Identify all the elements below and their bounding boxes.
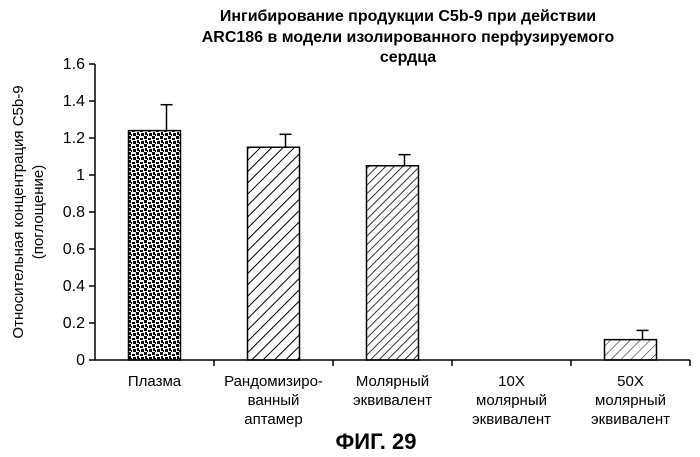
y-tick-label: 0.2: [63, 315, 85, 332]
bar: [129, 131, 181, 360]
x-category-label: 50X молярный эквивалент: [591, 373, 670, 428]
y-tick-label: 1.6: [63, 56, 85, 73]
bar: [248, 147, 300, 360]
y-tick-label: 0.8: [63, 204, 85, 221]
y-tick-label: 0.6: [63, 241, 85, 258]
bar: [605, 340, 657, 360]
y-axis: 0 0.2 0.4 0.6 0.8 1 1.2 1.4 1.6: [63, 56, 95, 369]
category-labels: Плазма Рандомизиро-ванный аптамер Молярный э…: [128, 360, 690, 428]
x-category-label-line: аптамер: [244, 411, 303, 428]
chart-title-line-2: ARC186 в модели изолированного перфузиру…: [202, 29, 615, 46]
x-category-label-line: эквивалент: [353, 392, 432, 409]
x-category-label-line: молярный: [476, 392, 547, 409]
y-tick-label: 1: [76, 167, 85, 184]
x-category-label: Плазма: [128, 373, 182, 390]
y-axis-label-line-2: (поглощение): [30, 165, 47, 259]
x-category-label-line: эквивалент: [472, 411, 551, 428]
x-category-label-line: Рандомизиро-: [224, 373, 323, 390]
x-category-label-line: 50X: [617, 373, 644, 390]
y-tick-label: 1.2: [63, 130, 85, 147]
y-tick-label: 0: [76, 352, 85, 369]
chart-title-line-1: Ингибирование продукции C5b-9 при действ…: [220, 8, 596, 25]
bar: [367, 166, 419, 360]
y-axis-label: Относительная концентрация C5b-9 (поглощ…: [10, 85, 47, 338]
x-category-label-line: Плазма: [128, 373, 182, 390]
x-category-label: Рандомизиро-ванный аптамер: [224, 373, 323, 428]
x-category-label-line: Молярный: [356, 373, 429, 390]
chart-title-line-3: сердца: [380, 49, 436, 66]
bars-group: [129, 105, 657, 360]
y-tick-label: 1.4: [63, 93, 85, 110]
x-category-label: 10X молярный эквивалент: [472, 373, 551, 428]
x-category-label-line: молярный: [595, 392, 666, 409]
x-category-label: Молярный эквивалент: [353, 373, 432, 409]
y-axis-label-line-1: Относительная концентрация C5b-9: [10, 85, 27, 338]
x-category-label-line: ванный: [248, 392, 300, 409]
x-category-label-line: 10X: [498, 373, 525, 390]
x-category-label-line: эквивалент: [591, 411, 670, 428]
figure-label: ФИГ. 29: [335, 429, 416, 454]
y-tick-label: 0.4: [63, 278, 85, 295]
